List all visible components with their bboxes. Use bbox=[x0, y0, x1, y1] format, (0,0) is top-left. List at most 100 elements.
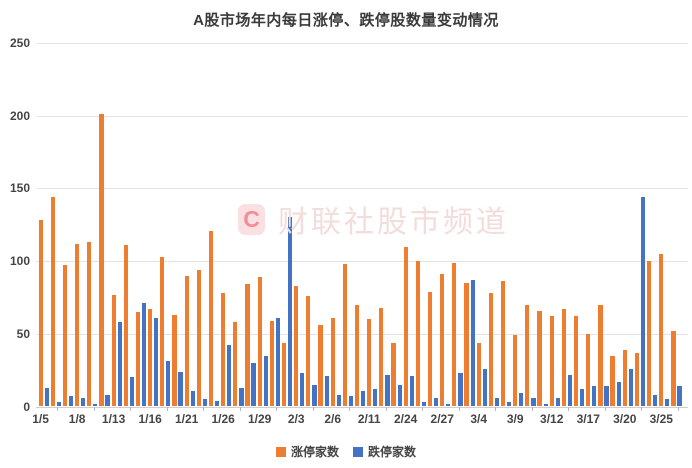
x-axis-label-2-6: 2/6 bbox=[324, 412, 342, 426]
x-axis-tick bbox=[531, 407, 533, 411]
x-axis-label-1-13: 1/13 bbox=[101, 412, 126, 426]
bar-limit-down bbox=[434, 397, 439, 407]
bar-limit-up bbox=[452, 262, 457, 407]
bar-limit-up bbox=[62, 265, 68, 407]
bar-limit-up bbox=[488, 293, 493, 407]
bar-limit-up bbox=[135, 311, 141, 407]
bar-limit-up bbox=[634, 352, 640, 407]
y-axis-label-150: 150 bbox=[9, 181, 30, 196]
y-axis-label-0: 0 bbox=[23, 399, 30, 414]
x-axis-tick bbox=[130, 407, 132, 411]
bar-limit-down bbox=[288, 217, 293, 407]
bar-limit-down bbox=[117, 322, 122, 407]
bar-limit-up bbox=[525, 304, 530, 407]
bar-limit-up bbox=[221, 293, 226, 407]
bar-limit-up bbox=[50, 197, 55, 407]
bar-limit-down bbox=[214, 400, 220, 407]
bar-limit-down bbox=[93, 403, 98, 407]
bar-limit-up bbox=[269, 320, 274, 407]
x-axis-tick bbox=[312, 407, 314, 411]
x-axis-tick bbox=[239, 407, 241, 411]
x-axis-tick bbox=[57, 407, 58, 411]
bar-limit-up bbox=[208, 230, 214, 407]
x-axis-label-3-25: 3/25 bbox=[649, 412, 673, 426]
bar-limit-up bbox=[391, 342, 396, 407]
bar-limit-up bbox=[38, 220, 43, 407]
bar-limit-down bbox=[470, 280, 475, 407]
bar-limit-down bbox=[68, 396, 74, 407]
bar-limit-up bbox=[342, 264, 347, 407]
bar-limit-down bbox=[81, 397, 86, 407]
bar-limit-down bbox=[555, 397, 560, 407]
gridline-0 bbox=[36, 406, 688, 408]
x-axis-label-1-8: 1/8 bbox=[68, 412, 86, 426]
bar-limit-down bbox=[677, 386, 682, 407]
bar-limit-down bbox=[482, 368, 487, 407]
bar-limit-up bbox=[354, 304, 360, 407]
bar-limit-up bbox=[671, 330, 676, 407]
bar-limit-down bbox=[56, 402, 61, 407]
gridline-250 bbox=[36, 43, 688, 44]
bar-limit-up bbox=[561, 309, 566, 407]
bar-limit-up bbox=[573, 316, 579, 407]
x-axis-tick bbox=[604, 407, 606, 411]
bar-limit-down bbox=[458, 373, 463, 407]
bar-limit-up bbox=[513, 335, 518, 407]
bar-limit-up bbox=[245, 284, 250, 407]
y-axis-label-250: 250 bbox=[9, 36, 30, 50]
bar-limit-down bbox=[397, 384, 402, 407]
y-axis-label-50: 50 bbox=[16, 326, 30, 341]
bar-limit-down bbox=[300, 373, 305, 407]
bar-limit-up bbox=[403, 246, 408, 407]
gridline-100 bbox=[36, 261, 688, 263]
bar-limit-up bbox=[367, 319, 372, 407]
bar-limit-up bbox=[75, 243, 80, 407]
gridline-200 bbox=[36, 115, 688, 117]
bar-limit-up bbox=[610, 355, 615, 407]
x-axis-label-1-29: 1/29 bbox=[247, 412, 272, 426]
bar-limit-down bbox=[446, 403, 451, 407]
bar-limit-down bbox=[202, 399, 207, 407]
x-axis-label-1-21: 1/21 bbox=[174, 412, 199, 426]
x-axis-label-2-3: 2/3 bbox=[287, 412, 305, 426]
bar-limit-down bbox=[385, 374, 390, 407]
bar-limit-up bbox=[500, 281, 506, 407]
bar-limit-down bbox=[616, 381, 621, 407]
legend: 涨停家数 跌停家数 bbox=[0, 443, 692, 460]
bar-limit-up bbox=[196, 269, 201, 407]
bar-limit-down bbox=[251, 362, 256, 407]
chart-title: A股市场年内每日涨停、跌停股数量变动情况 bbox=[193, 12, 499, 29]
gridline-50 bbox=[36, 333, 688, 335]
bar-limit-down bbox=[592, 386, 597, 407]
bar-limit-down bbox=[239, 387, 244, 407]
y-axis-label-100: 100 bbox=[9, 254, 30, 269]
legend-entry-limit-up: 涨停家数 bbox=[275, 443, 339, 460]
bar-limit-down bbox=[409, 375, 414, 407]
legend-swatch-limit-up bbox=[275, 446, 286, 457]
bar-limit-down bbox=[421, 402, 427, 407]
bar-limit-up bbox=[318, 325, 323, 407]
bar-limit-down bbox=[507, 402, 512, 407]
bar-limit-down bbox=[227, 345, 232, 407]
bar-limit-up bbox=[172, 314, 177, 407]
gridline-150 bbox=[36, 188, 688, 190]
bar-limit-up bbox=[233, 322, 238, 407]
x-axis-tick bbox=[93, 407, 95, 411]
bar-limit-up bbox=[622, 349, 627, 407]
x-axis-tick bbox=[422, 407, 424, 411]
bar-limit-up bbox=[537, 310, 542, 407]
x-axis-label-3-20: 3/20 bbox=[613, 412, 637, 426]
bar-limit-up bbox=[87, 242, 92, 407]
bar-limit-down bbox=[324, 375, 329, 407]
bar-limit-up bbox=[586, 333, 591, 407]
bar-limit-down bbox=[653, 394, 658, 407]
bar-limit-up bbox=[476, 342, 481, 407]
bar-limit-up bbox=[184, 275, 189, 407]
bar-limit-down bbox=[604, 386, 609, 407]
legend-label-limit-down: 跌停家数 bbox=[368, 445, 417, 459]
bar-limit-up bbox=[659, 253, 664, 407]
bar-limit-down bbox=[373, 389, 378, 407]
x-axis-label-1-26: 1/26 bbox=[211, 412, 235, 426]
